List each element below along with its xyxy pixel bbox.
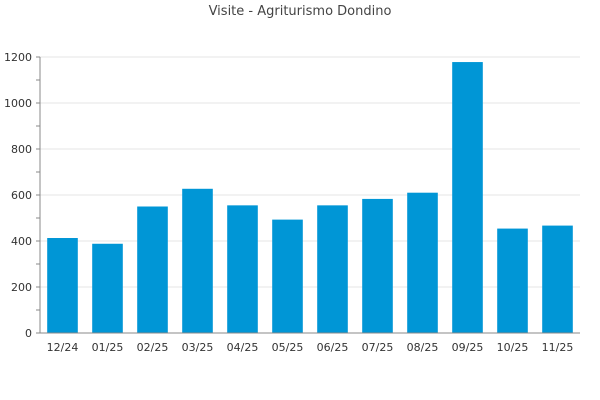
bar (272, 219, 303, 333)
bar (227, 205, 258, 333)
x-tick-label: 05/25 (272, 341, 304, 354)
bar (317, 205, 348, 333)
bar (92, 243, 123, 333)
x-tick-labels: 12/24 01/25 02/25 03/25 04/25 05/25 06/25 07/25… (47, 341, 574, 354)
y-tick-labels: 0 200 400 600 800 1000 1200 (4, 51, 32, 340)
x-tick-label: 09/25 (452, 341, 484, 354)
x-tick-label: 04/25 (227, 341, 259, 354)
x-tick-label: 11/25 (542, 341, 574, 354)
bar (497, 228, 528, 333)
y-tick-label: 600 (11, 189, 32, 202)
x-tick-label: 10/25 (497, 341, 529, 354)
x-tick-label: 01/25 (92, 341, 124, 354)
y-tick-label: 1000 (4, 97, 32, 110)
x-tick-label: 08/25 (407, 341, 439, 354)
bar (452, 62, 483, 334)
x-tick-label: 06/25 (317, 341, 349, 354)
bar (182, 188, 213, 333)
x-tick-label: 03/25 (182, 341, 214, 354)
chart-title: Visite - Agriturismo Dondino (208, 4, 392, 19)
y-tick-label: 400 (11, 235, 32, 248)
axes (36, 56, 580, 334)
bar (407, 192, 438, 333)
y-tick-label: 0 (25, 327, 32, 340)
gridlines (40, 56, 580, 288)
y-tick-label: 800 (11, 143, 32, 156)
x-tick-label: 07/25 (362, 341, 394, 354)
y-tick-label: 1200 (4, 51, 32, 64)
bar (362, 198, 393, 333)
bar (137, 206, 168, 333)
bar (47, 238, 78, 333)
bars (47, 62, 573, 334)
x-tick-label: 02/25 (137, 341, 169, 354)
y-tick-label: 200 (11, 281, 32, 294)
bar (542, 225, 573, 333)
x-tick-label: 12/24 (47, 341, 79, 354)
